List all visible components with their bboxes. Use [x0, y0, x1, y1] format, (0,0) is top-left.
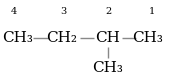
Text: CH₃: CH₃: [93, 61, 123, 75]
Text: CH: CH: [96, 31, 120, 45]
Text: 1: 1: [149, 8, 155, 17]
Text: 4: 4: [11, 8, 17, 17]
Text: 3: 3: [60, 8, 66, 17]
Text: CH₃: CH₃: [3, 31, 33, 45]
Text: CH₃: CH₃: [133, 31, 164, 45]
Text: 2: 2: [106, 8, 112, 17]
Text: CH₂: CH₂: [46, 31, 77, 45]
